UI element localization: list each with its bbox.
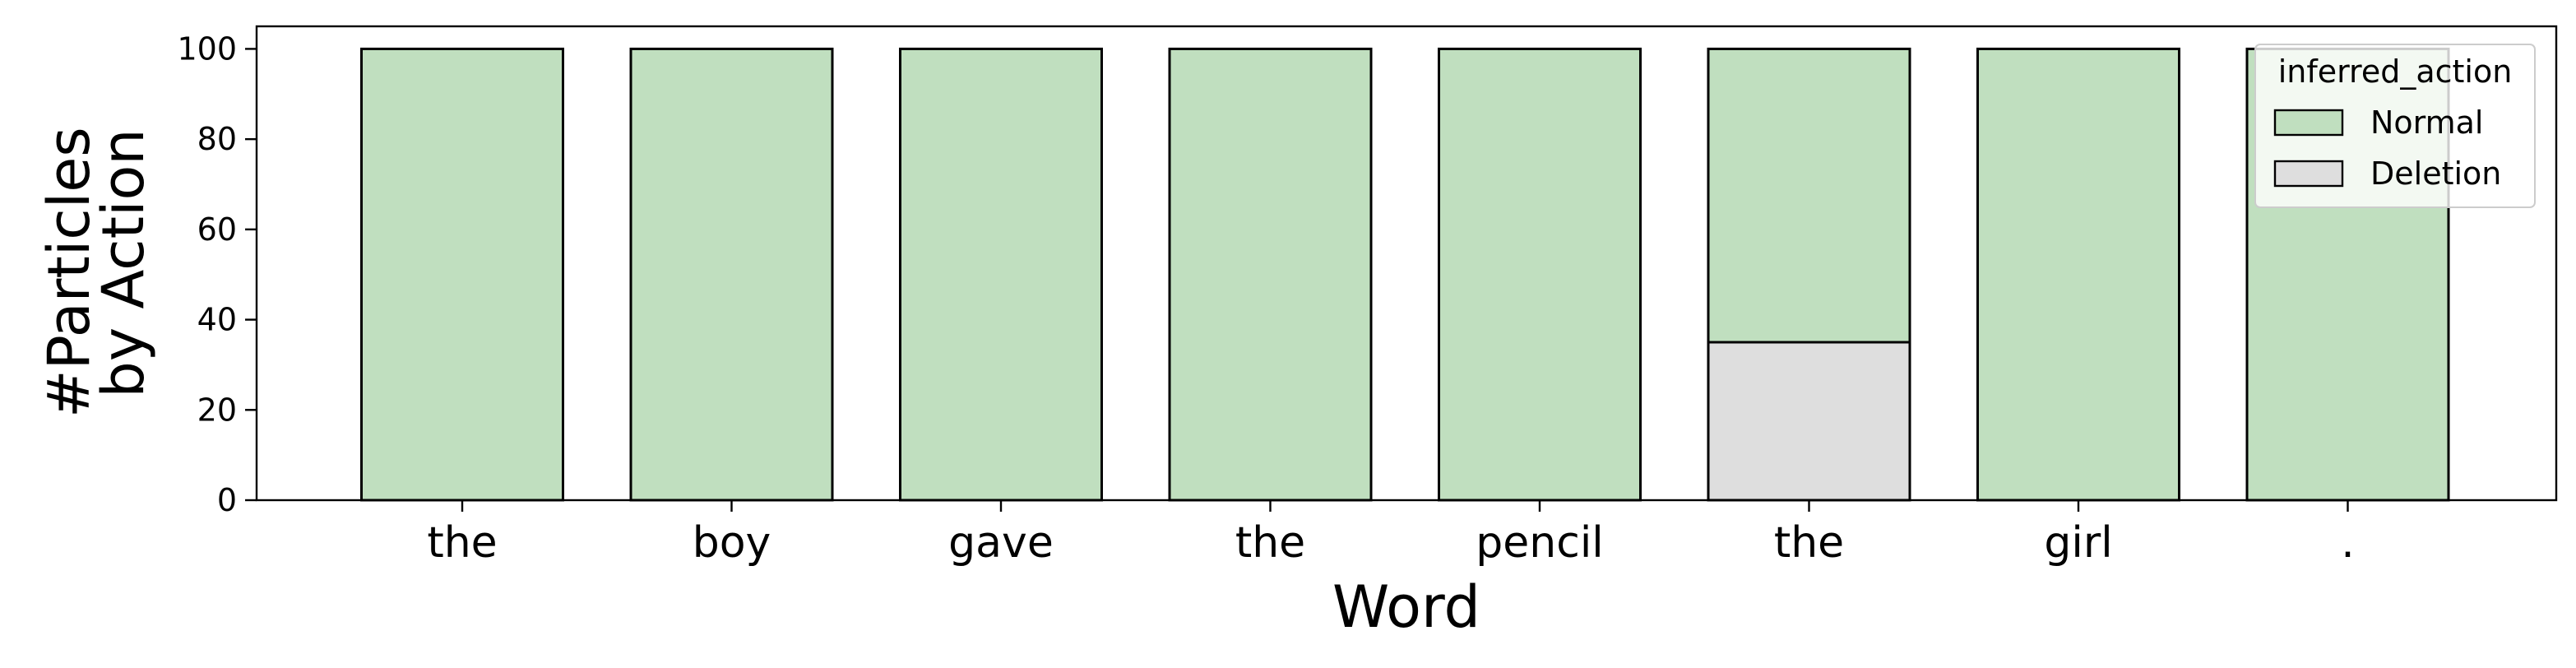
x-tick-label: . [2341, 518, 2355, 568]
bar-normal-2 [899, 47, 1103, 502]
x-axis-label: Word [1332, 573, 1480, 641]
x-tick-label: pencil [1476, 518, 1603, 568]
legend-items: Normal Deletion [2273, 104, 2501, 192]
x-tick-label: the [1235, 518, 1305, 568]
legend-title: inferred_action [2278, 53, 2513, 90]
plot-area-frame [255, 25, 2558, 502]
bar-deletion-5 [1707, 341, 1911, 502]
bar-normal-3 [1168, 47, 1373, 502]
legend-label-normal: Normal [2370, 104, 2484, 141]
x-tick-label: girl [2044, 518, 2112, 568]
x-tick-label: gave [948, 518, 1054, 568]
bar-normal-1 [629, 47, 834, 502]
legend-swatch-deletion [2273, 160, 2344, 188]
y-tick-label: 60 [197, 211, 237, 248]
bars-layer [360, 47, 2450, 502]
bar-normal-6 [1976, 47, 2180, 502]
legend-swatch-normal [2273, 109, 2344, 137]
y-tick-label: 0 [217, 482, 237, 518]
x-axis: the boy gave the pencil the girl. [427, 500, 2355, 568]
bar-normal-5 [1707, 47, 1911, 344]
y-tick-label: 40 [197, 302, 237, 338]
y-tick-label: 20 [197, 392, 237, 428]
y-axis-label-line-2: by Action [90, 128, 157, 397]
bar-normal-0 [360, 47, 564, 502]
x-tick-label: the [1774, 518, 1844, 568]
y-axis-label: #Particles by Action [35, 109, 157, 418]
legend-label-deletion: Deletion [2370, 155, 2501, 192]
bar-normal-4 [1438, 47, 1642, 502]
y-axis: 0 20 40 60 80 100 [177, 30, 257, 518]
y-tick-label: 100 [177, 30, 237, 67]
y-axis-label-line-1: #Particles [35, 127, 103, 418]
legend: inferred_action Normal Deletion [2254, 44, 2536, 208]
x-tick-label: the [427, 518, 497, 568]
x-tick-label: boy [693, 518, 771, 568]
y-tick-label: 80 [197, 121, 237, 157]
